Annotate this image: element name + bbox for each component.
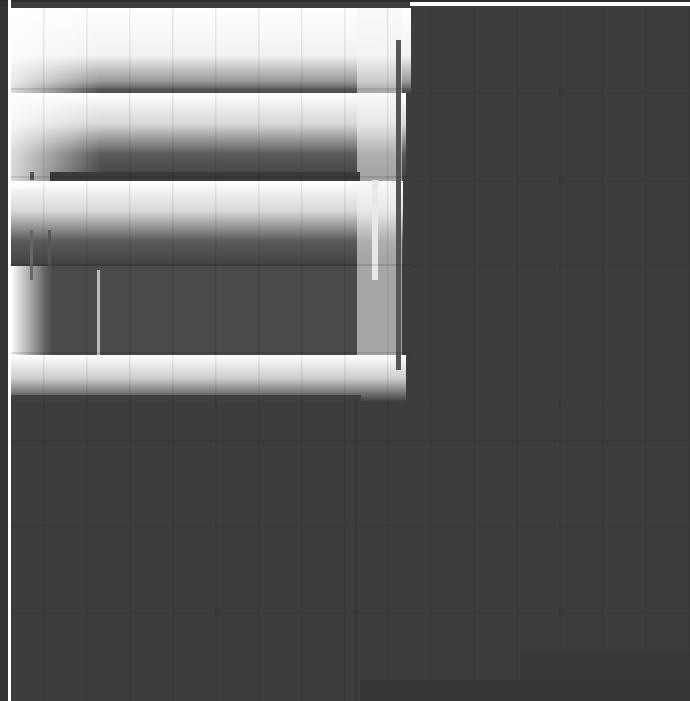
light-region [11, 8, 411, 403]
left-line [8, 0, 11, 701]
top-strip [0, 0, 690, 2]
page [0, 0, 690, 701]
texture-image [0, 0, 690, 701]
left-strip [0, 0, 8, 701]
top-line [410, 2, 690, 6]
